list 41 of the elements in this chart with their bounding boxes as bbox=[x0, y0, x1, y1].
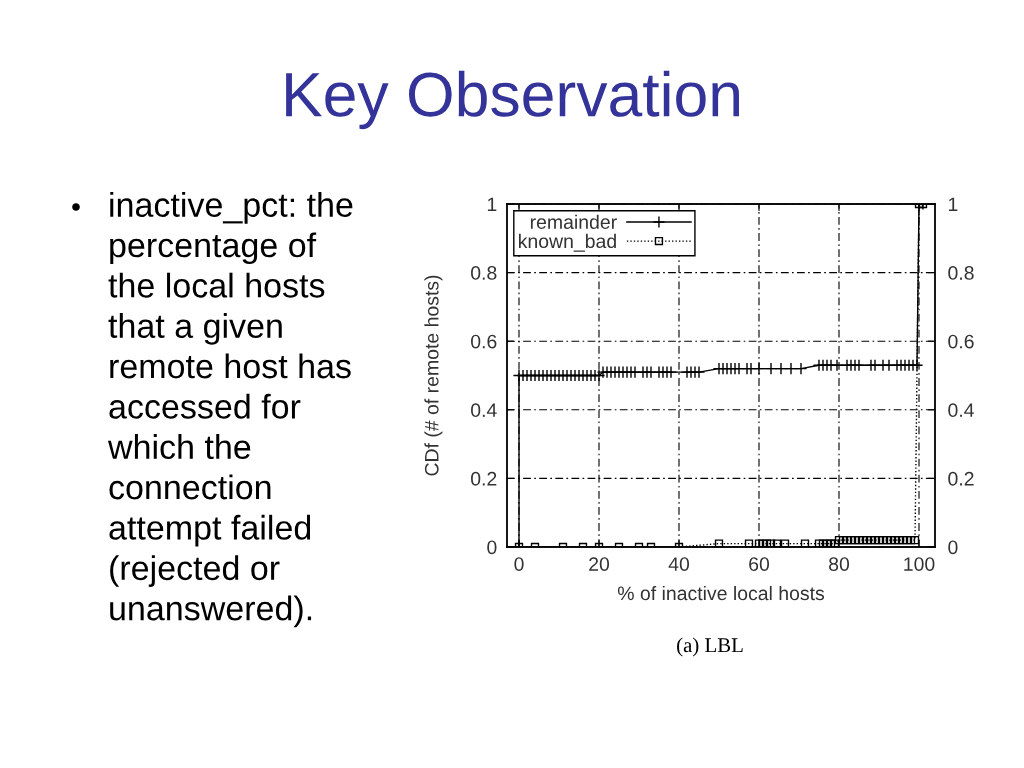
point bbox=[758, 539, 768, 547]
legend-label: known_bad bbox=[519, 233, 616, 252]
y-tick-label: 0.6 bbox=[471, 334, 497, 349]
y2-tick-label: 0 bbox=[948, 540, 958, 555]
point bbox=[766, 539, 776, 547]
legend-label: remainder bbox=[530, 214, 617, 229]
y-tick-label: 0.2 bbox=[471, 471, 497, 486]
point bbox=[822, 539, 832, 547]
chart-title: Key Observation bbox=[286, 70, 739, 130]
point bbox=[910, 535, 920, 545]
point bbox=[834, 535, 844, 545]
point bbox=[800, 539, 810, 547]
point bbox=[772, 539, 782, 547]
point bbox=[814, 539, 824, 547]
y-tick-label: 0 bbox=[487, 540, 497, 555]
x-axis-title: % of inactive local hosts bbox=[617, 585, 825, 601]
y-tick-label: 0.8 bbox=[471, 266, 497, 280]
text: (a) LBL bbox=[677, 637, 743, 657]
point bbox=[818, 539, 828, 547]
x-tick-label: 0 bbox=[514, 557, 524, 571]
y2-tick-label: 0.4 bbox=[948, 403, 974, 418]
point bbox=[780, 539, 790, 547]
x-tick-label: 60 bbox=[749, 557, 770, 571]
y2-tick-label: 0.8 bbox=[948, 266, 974, 280]
y-axis-title: CDf (# of remote hosts) bbox=[424, 275, 443, 476]
point bbox=[762, 539, 772, 547]
x-tick-label: 100 bbox=[904, 557, 935, 571]
y2-tick-label: 1 bbox=[948, 197, 958, 212]
y-tick-label: 1 bbox=[487, 197, 497, 212]
y2-tick-label: 0.6 bbox=[948, 334, 974, 349]
point bbox=[714, 539, 724, 547]
x-tick-label: 80 bbox=[829, 557, 850, 571]
y-tick-label: 0.4 bbox=[471, 403, 497, 418]
point bbox=[830, 539, 840, 547]
point bbox=[754, 539, 764, 547]
y2-tick-label: 0.2 bbox=[948, 471, 974, 486]
point bbox=[826, 539, 836, 547]
x-tick-label: 40 bbox=[668, 557, 690, 571]
text: inactive_pct: the percentage of the local hosts that a given remote host has accessed for which the connection attempt failed (rejected or unanswered). bbox=[107, 192, 353, 628]
x-tick-label: 20 bbox=[589, 557, 610, 571]
point bbox=[744, 539, 754, 547]
